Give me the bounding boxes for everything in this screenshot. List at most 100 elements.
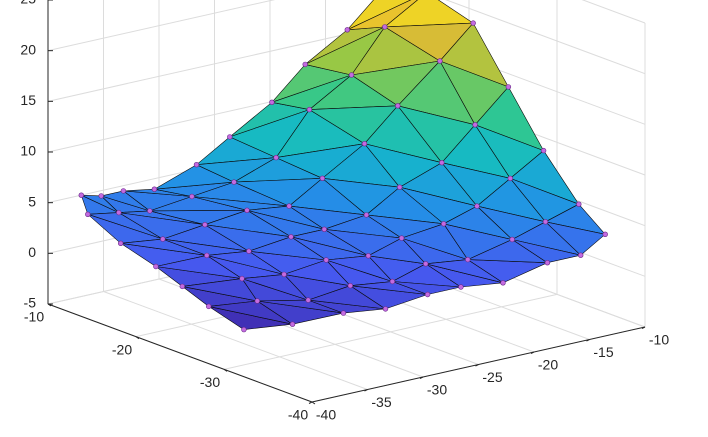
data-point (365, 253, 371, 259)
data-point (288, 234, 294, 240)
data-point (389, 278, 396, 285)
data-point (507, 175, 513, 182)
data-point (540, 147, 547, 154)
grid-line (103, 291, 368, 390)
data-point (474, 203, 480, 209)
data-point (321, 226, 327, 233)
x-tick (364, 389, 368, 392)
y-tick-label: -20 (112, 341, 132, 357)
data-point (116, 209, 122, 216)
data-point (542, 219, 549, 225)
data-point (273, 154, 279, 161)
data-point (241, 326, 247, 333)
data-point (602, 231, 608, 238)
data-point (244, 207, 250, 214)
x-tick-label: -30 (427, 382, 447, 398)
data-point (306, 106, 313, 113)
x-tick (308, 401, 313, 404)
data-point (472, 122, 478, 128)
x-tick (530, 351, 535, 354)
y-axis-line (47, 303, 313, 403)
grid-line (581, 0, 646, 24)
data-point (239, 275, 245, 282)
data-point (458, 284, 464, 290)
data-point (500, 280, 506, 286)
data-point (302, 61, 308, 68)
data-point (398, 235, 405, 241)
data-point (117, 240, 124, 247)
data-point (424, 291, 431, 298)
data-point (344, 27, 350, 33)
data-point (423, 261, 429, 267)
data-point (319, 175, 326, 182)
y-tick-label: -10 (24, 309, 44, 325)
grid-line (47, 25, 382, 102)
data-points (78, 20, 608, 333)
x-tick-label: -40 (316, 407, 336, 423)
z-tick-label: 20 (20, 41, 36, 57)
data-point (363, 212, 370, 218)
data-point (347, 283, 353, 289)
data-point (147, 208, 153, 214)
data-point (193, 162, 200, 168)
data-point (286, 203, 292, 209)
data-point (231, 179, 237, 185)
data-point (437, 58, 443, 64)
data-point (160, 236, 166, 242)
surface-triangle (545, 221, 606, 256)
data-point (382, 24, 388, 30)
y-tick (223, 368, 228, 372)
data-point (305, 297, 311, 303)
x-tick-label: -15 (593, 344, 613, 360)
data-point (85, 211, 91, 218)
z-tick-label: 25 (20, 0, 36, 7)
data-point (470, 20, 476, 26)
data-point (204, 252, 210, 259)
z-tick-label: 10 (20, 143, 36, 159)
data-point (227, 134, 233, 140)
z-tick-label: -5 (24, 295, 37, 311)
data-point (153, 263, 159, 270)
z-tick-label: 15 (20, 92, 36, 108)
x-tick-label: -10 (649, 332, 669, 348)
data-point (246, 248, 252, 254)
surface-mesh (81, 0, 606, 330)
data-point (98, 193, 104, 199)
x-tick-label: -20 (538, 357, 558, 373)
data-point (439, 160, 445, 166)
data-point (254, 298, 260, 304)
data-point (441, 221, 447, 227)
data-point (189, 193, 195, 200)
data-point (395, 103, 401, 109)
data-point (269, 99, 275, 106)
data-point (289, 321, 296, 327)
x-tick (475, 364, 479, 367)
data-point (323, 257, 329, 263)
data-point (577, 252, 584, 258)
surface-triangle (392, 281, 462, 295)
x-tick-label: -25 (482, 369, 502, 385)
grid-line (47, 0, 276, 52)
axes (47, 0, 646, 405)
data-point (382, 306, 389, 312)
grid-line (445, 0, 646, 75)
data-point (509, 236, 515, 243)
data-point (179, 283, 186, 290)
data-point (151, 186, 158, 192)
y-tick (135, 336, 140, 340)
x-tick (586, 339, 590, 342)
x-tick-label: -35 (371, 394, 391, 410)
data-point (78, 192, 85, 198)
data-point (397, 184, 403, 190)
data-point (544, 260, 551, 266)
grid-line (223, 293, 558, 370)
data-point (340, 310, 347, 316)
data-point (465, 256, 471, 263)
z-tick-label: 5 (28, 193, 36, 209)
x-tick (641, 326, 646, 329)
data-point (120, 188, 127, 194)
data-point (361, 141, 368, 147)
data-point (505, 84, 512, 90)
y-tick (311, 401, 316, 405)
